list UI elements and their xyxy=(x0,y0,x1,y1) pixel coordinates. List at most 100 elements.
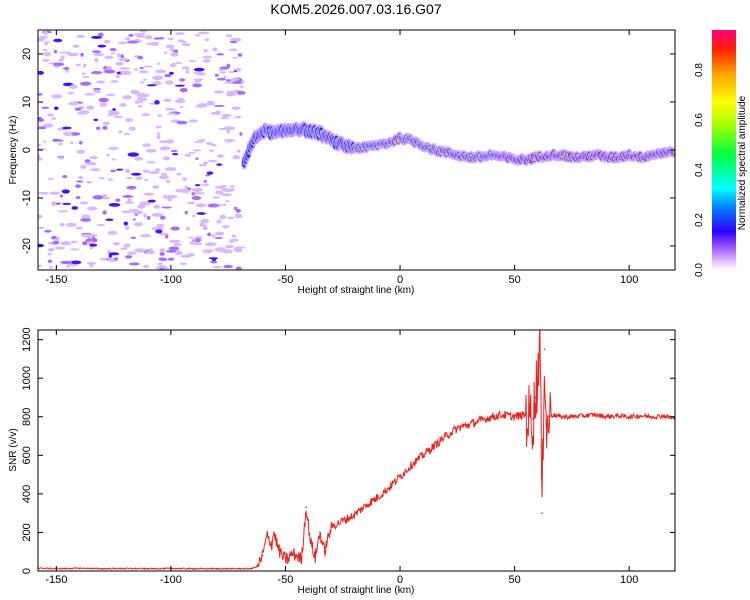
noise-speckle xyxy=(130,89,140,95)
noise-speckle xyxy=(146,160,156,164)
noise-speckle xyxy=(232,155,241,160)
noise-speckle xyxy=(197,31,210,35)
noise-speckle xyxy=(38,93,43,96)
noise-speckle xyxy=(139,234,152,238)
noise-speckle xyxy=(193,78,204,81)
noise-speckle xyxy=(65,69,69,73)
noise-speckle xyxy=(169,71,174,75)
snr-x-axis-label: Height of straight line (km) xyxy=(298,585,415,596)
noise-speckle xyxy=(144,35,153,40)
noise-speckle xyxy=(91,35,103,39)
noise-speckle xyxy=(232,56,238,59)
noise-speckle xyxy=(74,184,82,189)
noise-speckle xyxy=(189,241,198,245)
noise-speckle xyxy=(184,185,188,190)
snr-point xyxy=(662,414,665,417)
noise-speckle xyxy=(181,43,191,47)
noise-speckle xyxy=(157,37,165,40)
noise-speckle xyxy=(86,105,95,110)
snr-point xyxy=(286,558,289,561)
noise-speckle xyxy=(116,168,124,171)
noise-speckle xyxy=(38,126,47,130)
noise-speckle xyxy=(76,149,86,155)
x-tick-label: -100 xyxy=(160,574,182,586)
noise-speckle xyxy=(48,266,54,269)
noise-speckle xyxy=(53,38,63,43)
noise-speckle xyxy=(192,214,196,218)
noise-speckle xyxy=(194,191,201,195)
noise-speckle xyxy=(75,63,82,67)
noise-speckle xyxy=(120,247,128,251)
noise-speckle xyxy=(231,81,243,85)
colorbar: 0.0 0.2 0.4 0.6 0.8 Normalized spectral ampl… xyxy=(694,30,748,277)
snr-panel: -150 -100 -50 0 50 100 020040060080010001200 … xyxy=(8,327,676,596)
noise-speckle xyxy=(147,199,156,203)
noise-speckle xyxy=(107,230,118,235)
snr-point xyxy=(490,415,493,418)
noise-speckle xyxy=(173,242,182,247)
noise-speckle xyxy=(164,167,177,172)
snr-point xyxy=(364,504,367,507)
snr-point xyxy=(479,419,482,422)
y-tick-label: 0 xyxy=(21,568,33,574)
noise-speckle xyxy=(159,146,171,151)
noise-speckle xyxy=(52,240,60,245)
noise-speckle xyxy=(38,191,49,195)
noise-speckle xyxy=(237,53,243,57)
noise-speckle xyxy=(136,92,147,98)
noise-speckle xyxy=(204,38,210,42)
noise-speckle xyxy=(93,87,102,90)
noise-speckle xyxy=(148,248,154,252)
noise-speckle xyxy=(96,80,105,84)
noise-speckle xyxy=(98,97,109,103)
noise-speckle xyxy=(47,177,54,181)
snr-point xyxy=(305,506,307,509)
noise-speckle xyxy=(110,52,116,55)
noise-speckle xyxy=(165,194,178,199)
noise-speckle xyxy=(120,54,124,59)
noise-speckle xyxy=(90,168,101,172)
noise-speckle xyxy=(157,114,163,117)
noise-speckle xyxy=(155,229,163,234)
noise-speckle xyxy=(109,47,117,52)
noise-speckle xyxy=(192,83,203,88)
y-tick-label: 10 xyxy=(21,96,33,108)
noise-speckle xyxy=(229,239,234,244)
noise-speckle xyxy=(174,84,185,87)
noise-speckle xyxy=(168,246,180,251)
snr-point xyxy=(215,567,218,570)
noise-speckle xyxy=(125,255,133,259)
snr-y-ticks: 0 200 400 600 800 1000 1200 xyxy=(21,327,675,574)
snr-point xyxy=(376,496,378,499)
noise-speckle xyxy=(115,74,120,79)
snr-point xyxy=(513,415,516,418)
noise-speckle xyxy=(93,118,99,122)
noise-speckle xyxy=(62,174,68,179)
noise-speckle xyxy=(106,153,111,157)
noise-speckle xyxy=(47,252,52,256)
noise-speckle xyxy=(164,267,170,270)
noise-speckle xyxy=(94,57,99,63)
noise-speckle xyxy=(97,223,105,227)
noise-speckle xyxy=(108,202,121,207)
noise-speckle xyxy=(58,58,64,63)
x-tick-label: -150 xyxy=(45,274,67,286)
noise-speckle xyxy=(128,208,140,212)
noise-speckle xyxy=(143,264,150,269)
y-tick-label: -10 xyxy=(21,190,33,206)
noise-speckle xyxy=(201,183,210,187)
snr-line xyxy=(38,330,675,571)
noise-speckle xyxy=(92,50,102,54)
noise-speckle xyxy=(167,257,175,261)
noise-speckle xyxy=(133,222,144,227)
colorbar-tick-label: 0.0 xyxy=(694,263,705,277)
noise-speckle xyxy=(71,206,78,210)
noise-speckle xyxy=(239,85,244,88)
noise-speckle xyxy=(223,75,227,79)
noise-speckle xyxy=(155,82,162,85)
noise-speckle xyxy=(175,189,185,193)
snr-point xyxy=(261,554,264,557)
noise-speckle xyxy=(107,178,114,181)
spectrogram-y-axis-label: Frequency (Hz) xyxy=(8,116,19,185)
noise-speckle xyxy=(72,44,80,48)
